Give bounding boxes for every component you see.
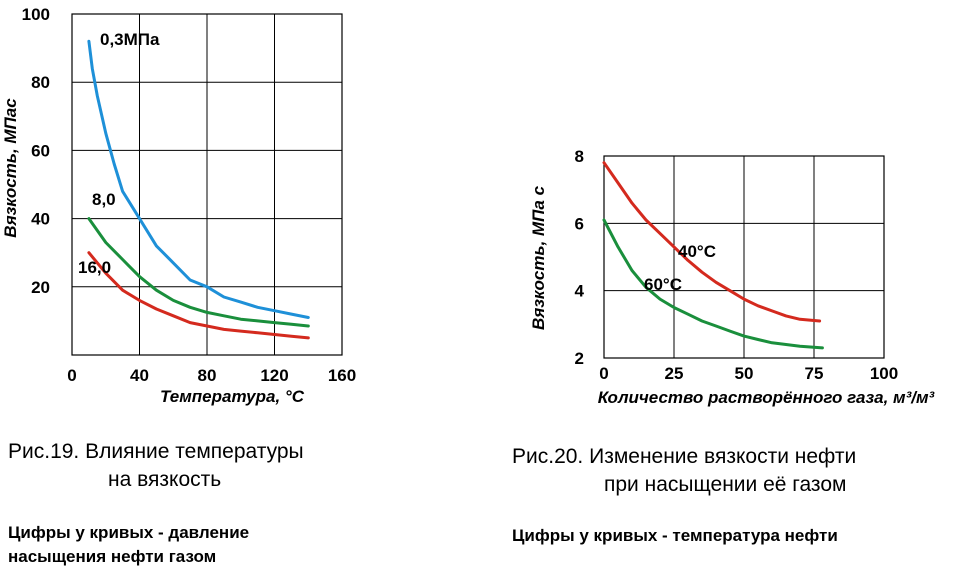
chart-viscosity-vs-dissolved-gas: 0 25 50 75 100 2 4 6 8 40°С 60°С Количество раствор…	[500, 140, 978, 420]
chart1-svg: 0 40 80 120 160 20 40 60 80 100 0,3МПа 8,0 16,0 Темпе…	[1, 5, 356, 406]
chart2-x-tick-label: 75	[805, 364, 824, 383]
chart1-x-axis-label: Температура, °С	[160, 387, 305, 406]
chart1-x-tick-label: 0	[67, 366, 76, 385]
chart1-x-tick-label: 120	[260, 366, 288, 385]
chart1-y-tick-label: 60	[31, 141, 50, 160]
chart1-series-line-2	[87, 251, 310, 340]
chart2-x-tick-label: 100	[870, 364, 898, 383]
chart1-series-line-0	[87, 39, 310, 319]
chart1-y-tick-label: 100	[22, 5, 50, 24]
chart1-y-tick-label: 80	[31, 73, 50, 92]
figure19-note-line1: Цифры у кривых - давление	[8, 523, 250, 542]
chart2-x-tick-label: 50	[735, 364, 754, 383]
chart1-series-label-2: 16,0	[78, 258, 111, 277]
figure19-caption-line2: на вязкость	[108, 468, 222, 491]
chart1-y-axis-label: Вязкость, МПас	[1, 98, 20, 238]
chart2-y-axis-label: Вязкость, МПа с	[529, 185, 548, 330]
chart1-x-tick-label: 40	[130, 366, 149, 385]
chart1-y-tick-label: 20	[31, 278, 50, 297]
chart2-series-line-1	[602, 218, 824, 350]
figure19-caption-line1: Рис.19. Влияние температуры	[8, 440, 304, 463]
figure20-caption-line1: Рис.20. Изменение вязкости нефти	[512, 445, 857, 468]
chart2-y-tick-label: 8	[575, 147, 584, 166]
chart2-y-tick-label: 6	[575, 214, 584, 233]
chart2-plot-frame	[603, 155, 885, 359]
chart1-series-label-1: 8,0	[92, 190, 116, 209]
chart2-x-tick-label: 0	[599, 364, 608, 383]
chart2-x-axis-label: Количество растворённого газа, м³/м³	[598, 388, 936, 407]
chart-viscosity-vs-temperature: 0 40 80 120 160 20 40 60 80 100 0,3МПа 8,0 16,0 Темпе…	[0, 0, 470, 410]
chart1-y-tick-label: 40	[31, 210, 50, 229]
chart2-y-tick-label: 2	[575, 349, 584, 368]
chart1-x-tick-label: 80	[198, 366, 217, 385]
chart1-plot-frame	[71, 13, 343, 356]
chart2-series-line-0	[602, 161, 822, 323]
chart2-x-tick-label: 25	[665, 364, 684, 383]
figure19-note-line2: насыщения нефти газом	[8, 547, 217, 566]
chart1-x-tick-label: 160	[328, 366, 356, 385]
chart2-series-label-0: 40°С	[678, 242, 716, 261]
chart2-svg: 0 25 50 75 100 2 4 6 8 40°С 60°С Количество раствор…	[529, 147, 936, 407]
chart1-series-line-1	[87, 217, 310, 328]
chart2-y-tick-label: 4	[575, 282, 585, 301]
chart1-series-label-0: 0,3МПа	[100, 30, 160, 49]
chart2-series-label-1: 60°С	[644, 275, 682, 294]
figure20-caption-line2: при насыщении её газом	[604, 473, 847, 496]
figure20-note-line1: Цифры у кривых - температура нефти	[512, 526, 838, 545]
